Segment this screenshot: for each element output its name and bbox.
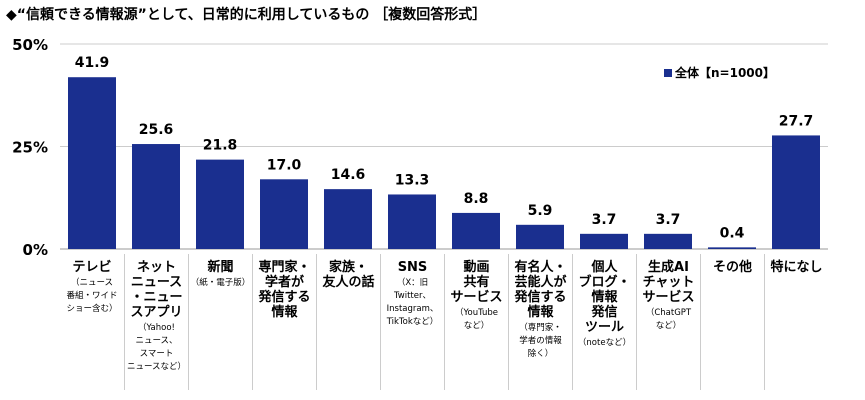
bar [516,224,564,249]
category-main: 家族・ 友人の話 [322,260,375,290]
category-main: 生成AI チャット サービス [642,260,695,305]
category-label: 生成AI チャット サービス （ChatGPT など） [636,254,700,390]
value-label: 0.4 [720,225,745,241]
category-main: SNS [397,260,428,275]
y-tick-label: 50% [12,36,48,54]
category-main: 専門家・ 学者が 発信する 情報 [258,260,311,320]
chart-title: ◆“信頼できる情報源”として、日常的に利用しているもの ［複数回答形式］ [6,7,487,23]
category-sub: （YouTube など） [454,308,499,331]
category-label: 動画 共有 サービス （YouTube など） [444,254,508,390]
legend-label: 全体【n=1000】 [675,66,775,80]
value-label: 13.3 [395,172,430,188]
category-main: 新聞 [207,260,234,275]
value-label: 8.8 [464,191,489,207]
category-labels: テレビ （ニュース 番組・ワイド ショー含む） ネット ニュース ・ニュー スアプリ… [60,254,828,390]
value-label: 27.7 [779,113,814,129]
category-label: 家族・ 友人の話 [316,254,380,390]
legend: 全体【n=1000】 [664,64,775,81]
value-label: 5.9 [528,203,553,219]
category-main: その他 [712,260,752,275]
category-label: 専門家・ 学者が 発信する 情報 [252,254,316,390]
bar [68,77,116,250]
category-main: 有名人・ 芸能人が 発信する 情報 [514,260,567,320]
bar [388,194,436,249]
bar [132,144,180,249]
category-main: ネット ニュース ・ニュー スアプリ [130,260,183,320]
category-label: SNS （X：旧 Twitter、 Instagram、 TikTokなど） [380,254,444,390]
category-main: 特になし [770,260,823,275]
bar-chart: 0% 25% 50% 41.9 25.6 21.8 17.0 14.6 13.3 8.8 5.9 3.… [12,36,828,259]
bar [324,189,372,249]
value-label: 21.8 [203,138,238,154]
category-label: 特になし [764,254,828,390]
category-label: ネット ニュース ・ニュー スアプリ （Yahoo! ニュース、 スマート ニュー… [124,254,188,390]
category-sub: （専門家・ 学者の情報 除く） [519,323,562,359]
category-label: 新聞 （紙・電子版） [188,254,252,390]
value-label: 3.7 [592,212,617,228]
category-sub: （Yahoo! ニュース、 スマート ニュースなど） [126,323,187,372]
value-label: 3.7 [656,212,681,228]
category-sub: （ChatGPT など） [645,308,692,331]
category-sub: （noteなど） [577,338,632,348]
bar [644,233,692,249]
bar [196,159,244,249]
bar [772,135,820,249]
bar [452,212,500,249]
value-label: 17.0 [267,157,302,173]
y-tick-label: 25% [12,139,48,157]
value-label: 41.9 [75,55,110,71]
bar [260,179,308,249]
category-label: テレビ （ニュース 番組・ワイド ショー含む） [60,254,124,390]
category-sub: （紙・電子版） [190,278,251,288]
y-tick-label: 0% [23,241,48,259]
category-sub: （X：旧 Twitter、 Instagram、 TikTokなど） [386,278,439,327]
bar [708,247,756,249]
category-label: その他 [700,254,764,390]
category-main: テレビ [72,260,112,275]
bar [580,233,628,249]
category-main: 個人 ブログ・ 情報 発信 ツール [578,260,631,335]
value-label: 14.6 [331,167,366,183]
legend-swatch [664,68,672,77]
category-main: 動画 共有 サービス [450,260,503,305]
category-label: 個人 ブログ・ 情報 発信 ツール （noteなど） [572,254,636,390]
category-label: 有名人・ 芸能人が 発信する 情報 （専門家・ 学者の情報 除く） [508,254,572,390]
category-sub: （ニュース 番組・ワイド ショー含む） [66,278,118,314]
value-label: 25.6 [139,122,174,138]
